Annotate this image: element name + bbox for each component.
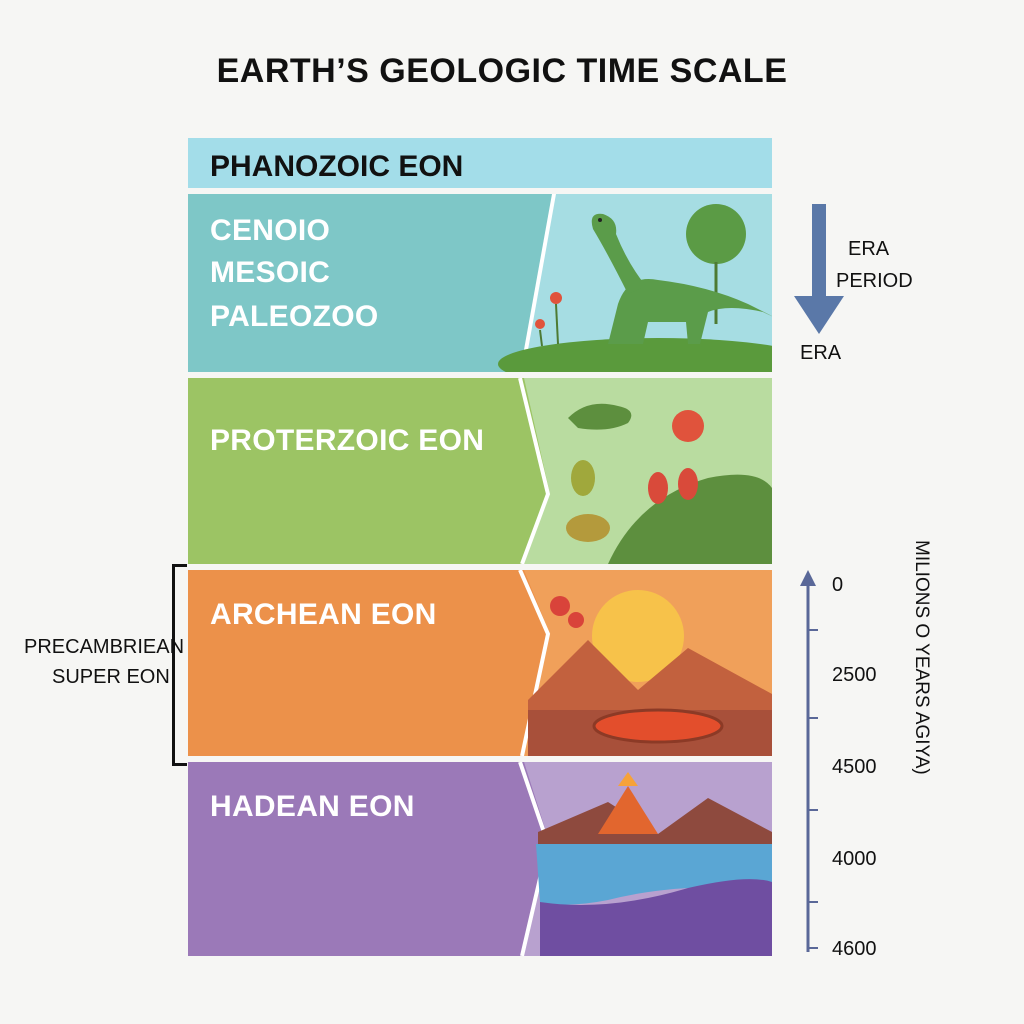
archean-label: ARCHEAN EON	[210, 598, 437, 631]
hadean-label: HADEAN EON	[210, 790, 415, 823]
hadean-illustration	[518, 762, 772, 956]
tick-label-4: 4600	[832, 938, 877, 960]
time-axis	[800, 570, 818, 952]
precambrian-bracket	[172, 564, 187, 766]
axis-title: MILIONS O YEARS AGIYA)	[911, 540, 932, 775]
archean-illustration	[518, 570, 772, 756]
tick-label-2: 4500	[832, 756, 877, 778]
tick-label-3: 4000	[832, 848, 877, 870]
diagram-title: EARTH’S GEOLOGIC TIME SCALE	[216, 52, 788, 90]
phanerozoic-header-band: PHANOZOIC EON	[188, 138, 772, 188]
legend-era-top: ERA	[848, 238, 890, 260]
dinosaur-illustration	[498, 194, 772, 372]
archean-band: ARCHEAN EON	[188, 570, 772, 756]
eras-band: CENOIO MESOIC PALEOZOO	[188, 194, 772, 372]
phanerozoic-label: PHANOZOIC EON	[210, 150, 464, 183]
proterozoic-label: PROTERZOIC EON	[210, 424, 485, 457]
precambrian-label-1: PRECAMBRIEAN	[24, 636, 185, 658]
precambrian-label-2: SUPER EON	[52, 666, 170, 688]
legend-period: PERIOD	[836, 270, 913, 292]
proterozoic-band: PROTERZOIC EON	[188, 378, 772, 564]
hadean-band: HADEAN EON	[188, 762, 772, 956]
axis-title-wrap: MILIONS O YEARS AGIYA)	[910, 540, 940, 780]
legend-era-bottom: ERA	[800, 342, 842, 364]
era-line-3: PALEOZOO	[210, 300, 379, 333]
proterozoic-illustration	[518, 378, 772, 564]
era-line-2: MESOIC	[210, 256, 331, 289]
tick-label-1: 2500	[832, 664, 877, 686]
down-arrow-icon	[794, 204, 844, 334]
era-line-1: CENOIO	[210, 214, 331, 247]
tick-label-0: 0	[832, 574, 844, 596]
